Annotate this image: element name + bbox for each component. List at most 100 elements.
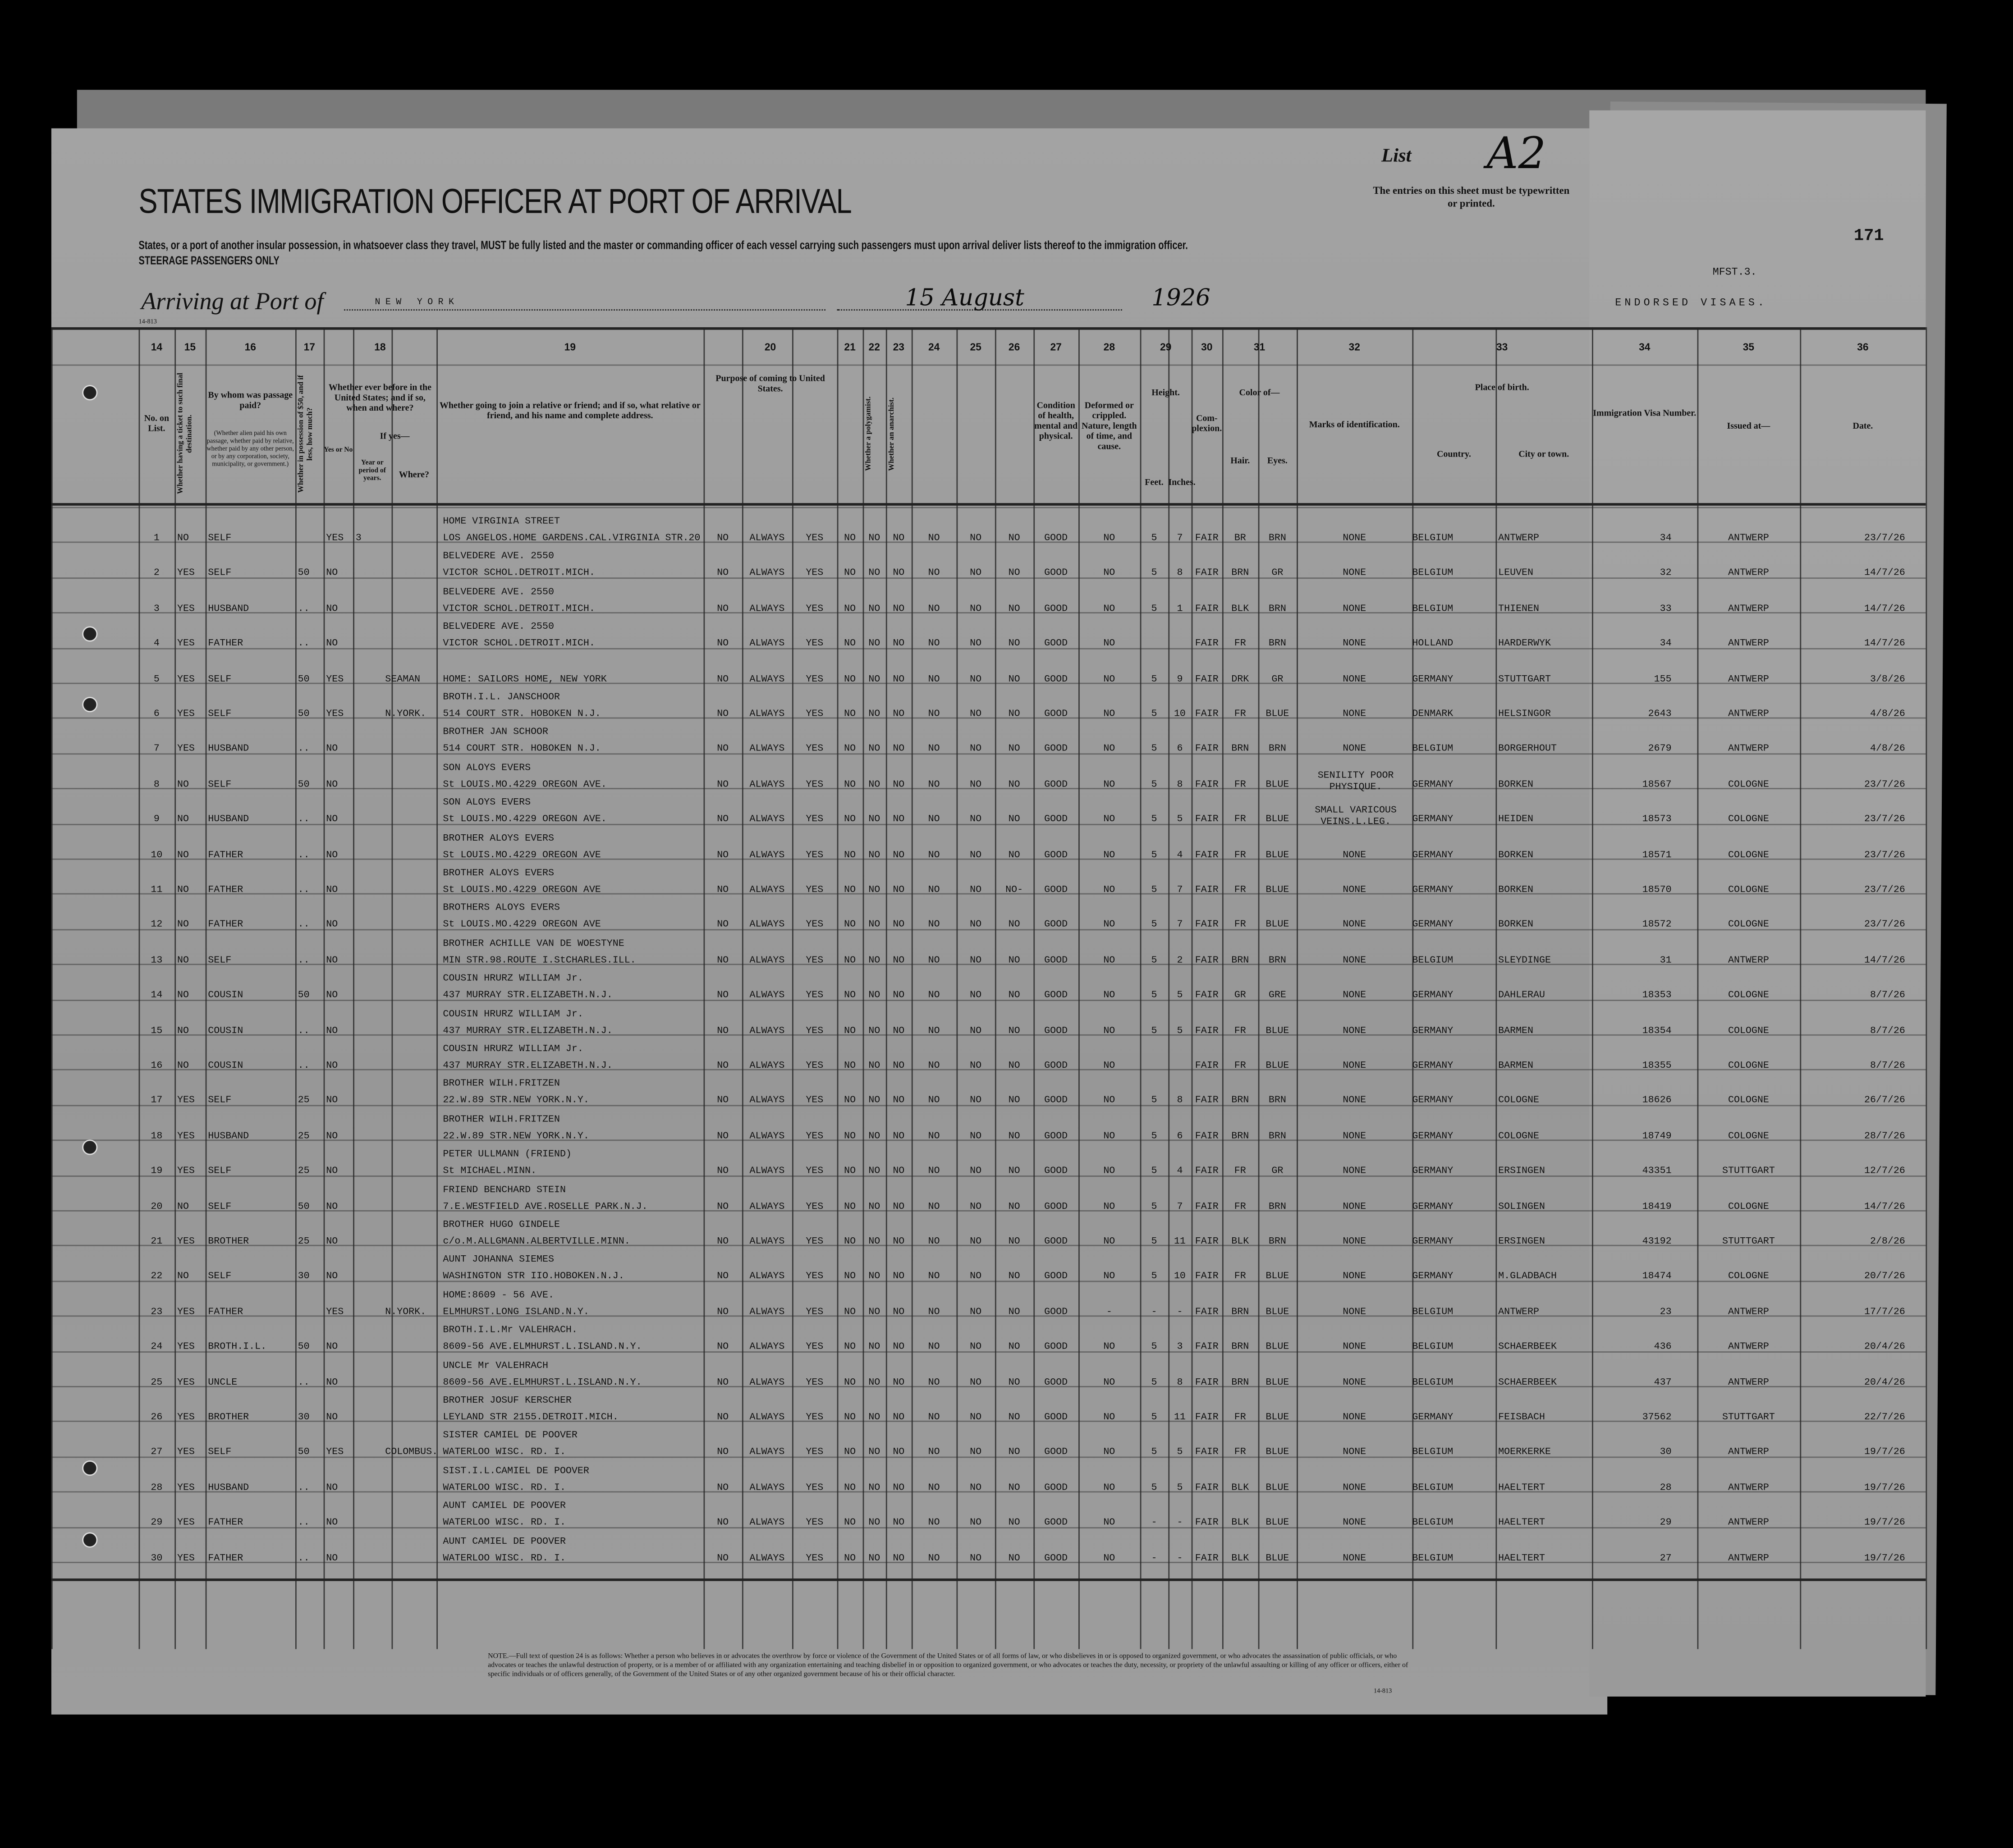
anarchist-answer: NO [893,569,905,580]
purpose-a: NO [717,1061,729,1072]
anarchist-answer: NO [893,1342,905,1353]
hair-color: BRN [1231,1307,1249,1318]
health-condition: GOOD [1044,709,1068,720]
deformed-status: NO [1103,956,1115,966]
height-inches: 3 [1177,1342,1183,1353]
polygamist-answer: NO [868,850,880,861]
identification-marks: NONE [1343,1342,1366,1353]
purpose-c: YES [806,1237,824,1248]
eye-color: BLUE [1266,920,1289,931]
row-rule [51,1280,1926,1282]
previously-in-us: YES [326,1307,344,1318]
height-inches: 9 [1177,674,1183,685]
polygamist-answer: NO [868,1166,880,1177]
q26-answer: NO [1008,674,1020,685]
polygamist-answer: NO [868,885,880,896]
q26-answer: NO [1008,1483,1020,1494]
visa-issued-at: STUTTGART [1722,1237,1775,1248]
row-rule [51,1175,1926,1176]
column-number-34: 34 [1639,341,1651,353]
visa-date: 23/7/26 [1864,815,1905,826]
q25-answer: NO [970,1413,982,1423]
deformed-status: NO [1103,1413,1115,1423]
q24-answer: NO [928,604,940,615]
purpose-b: ALWAYS [749,1377,785,1388]
port-line [344,308,826,311]
visa-date: 20/7/26 [1864,1272,1905,1283]
visa-number: 18355 [1642,1061,1672,1072]
q21-answer: NO [844,885,856,896]
birth-country: BELGIUM [1412,534,1454,544]
visa-date: 17/7/26 [1864,1307,1905,1318]
height-inches: 10 [1174,1272,1186,1283]
complexion: FAIR [1195,1518,1219,1529]
port-value: NEW YORK [375,297,459,308]
passage-paid-by: HUSBAND [208,1131,249,1142]
eye-color: BRN [1268,639,1286,650]
purpose-c: YES [806,956,824,966]
passage-paid-by: SELF [208,534,232,544]
height-inches: 5 [1177,1026,1183,1037]
height-feet: 5 [1151,745,1157,755]
q25-answer: NO [970,639,982,650]
row-rule [51,1527,1926,1528]
height-feet: 5 [1151,709,1157,720]
deformed-status: NO [1103,1272,1115,1283]
visa-issued-at: ANTWERP [1728,709,1769,720]
join-relative-address: St LOUIS.MO.4229 OREGON AVE [443,885,601,896]
money-held: .. [298,639,310,650]
hair-color: FR [1234,1448,1246,1459]
list-number: 25 [151,1377,163,1388]
deformed-status: NO [1103,780,1115,791]
q24-answer: NO [928,1131,940,1142]
q25-answer: NO [970,920,982,931]
polygamist-answer: NO [868,991,880,1002]
polygamist-answer: NO [868,709,880,720]
money-held: 50 [298,674,310,685]
deformed-status: NO [1103,1096,1115,1107]
table-row: 1 NO SELF YES 3 NO ALWAYS YES NO NO NO NO NO NO GOOD NO… [0,517,2013,558]
height-inches: 5 [1177,815,1183,826]
complexion: FAIR [1195,1061,1219,1072]
passage-paid-by: FATHER [208,885,243,896]
hair-color: GR [1234,991,1246,1002]
ticket-status: NO [177,1272,189,1283]
q25-answer: NO [970,1131,982,1142]
table-rule-bottom [51,1578,1926,1581]
visa-date: 14/7/26 [1864,569,1905,580]
table-row: 10 NO FATHER.. NO NO ALWAYS YES NO NO NO NO NO NO GOO… [0,834,2013,875]
column-number-36: 36 [1857,341,1869,353]
birth-city: COLOGNE [1498,1096,1540,1107]
column-rule [742,327,743,1649]
health-condition: GOOD [1044,885,1068,896]
identification-marks: NONE [1343,1061,1366,1072]
deformed-status: NO [1103,534,1115,544]
q25-answer: NO [970,1237,982,1248]
identification-marks: NONE [1343,1518,1366,1529]
list-number: 15 [151,1026,163,1037]
visa-number: 31 [1660,956,1672,966]
complexion: FAIR [1195,780,1219,791]
ticket-status: NO [177,885,189,896]
q21-answer: NO [844,1131,856,1142]
eye-color: BLUE [1266,1272,1289,1283]
identification-marks: NONE [1343,745,1366,755]
money-held: .. [298,604,310,615]
q26-answer: NO [1008,920,1020,931]
polygamist-answer: NO [868,604,880,615]
arrival-date: 15 August [905,285,1024,312]
column-number-19: 19 [564,341,576,353]
complexion: FAIR [1195,569,1219,580]
row-rule [51,1245,1926,1247]
identification-marks: NONE [1343,604,1366,615]
q25-answer: NO [970,1342,982,1353]
passage-paid-by: HUSBAND [208,604,249,615]
previously-in-us: NO [326,1272,338,1283]
list-number: 2 [153,569,160,580]
join-relative-address: VICTOR SCHOL.DETROIT.MICH. [443,604,595,615]
hair-color: FR [1234,780,1246,791]
column-label-33-city: City or town. [1518,449,1569,460]
identification-marks: NONE [1343,1377,1366,1388]
join-relative-address: St LOUIS.MO.4229 OREGON AVE [443,850,601,861]
footnote-form-number: 14-813 [1373,1688,1392,1696]
